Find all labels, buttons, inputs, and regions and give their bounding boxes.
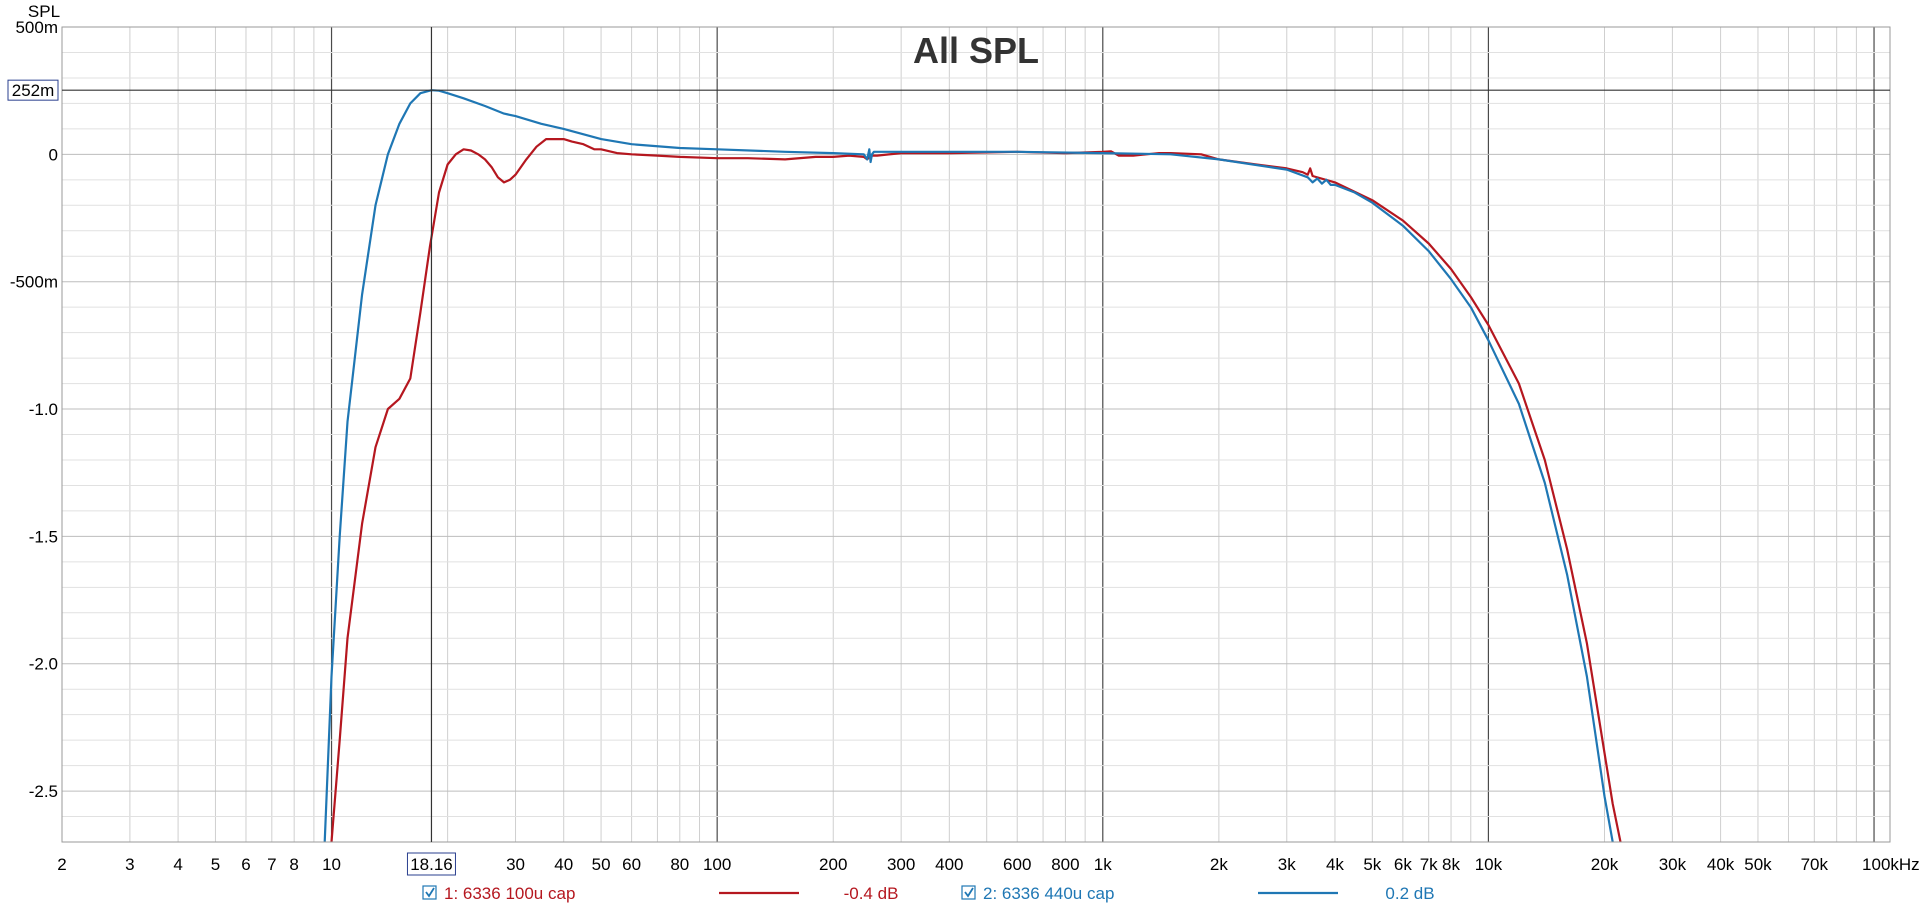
y-tick-label: -2.0 xyxy=(29,655,58,674)
series-1-checkbox[interactable] xyxy=(422,885,437,900)
x-tick-label: 40 xyxy=(554,855,573,874)
y-tick-label: -2.5 xyxy=(29,782,58,801)
series-1-value: -0.4 dB xyxy=(844,884,899,903)
x-tick-label: 3 xyxy=(125,855,134,874)
y-axis-ticks: 500m 0 -500m -1.0 -1.5 -2.0 -2.5 xyxy=(10,18,58,801)
x-tick-label: 300 xyxy=(887,855,915,874)
x-tick-label: 2 xyxy=(57,855,66,874)
y-tick-label: -500m xyxy=(10,273,58,292)
x-tick-label: 7k xyxy=(1420,855,1438,874)
x-tick-label: 3k xyxy=(1278,855,1296,874)
x-tick-label: 4k xyxy=(1326,855,1344,874)
x-tick-label: 5k xyxy=(1363,855,1381,874)
series-2-name: 2: 6336 440u cap xyxy=(983,884,1114,903)
x-tick-label: 100kHz xyxy=(1862,855,1920,874)
series-line-2 xyxy=(323,89,1614,842)
x-tick-label: 400 xyxy=(935,855,963,874)
x-tick-label: 10k xyxy=(1475,855,1503,874)
chart-title: All SPL xyxy=(913,30,1039,71)
x-tick-label: 40k xyxy=(1707,855,1735,874)
x-tick-label: 7 xyxy=(267,855,276,874)
y-tick-label: -1.5 xyxy=(29,527,58,546)
x-tick-label: 8 xyxy=(289,855,298,874)
x-axis-ticks: 2 3 4 5 6 7 8 10 30 40 50 60 80 100 200 300 400 600 800 1k 2… xyxy=(57,855,1919,874)
x-tick-label: 30k xyxy=(1659,855,1687,874)
x-tick-label: 50k xyxy=(1744,855,1772,874)
x-tick-label: 2k xyxy=(1210,855,1228,874)
series-group xyxy=(323,89,1622,842)
x-tick-label: 80 xyxy=(670,855,689,874)
cursor[interactable]: 252m 18.16 xyxy=(7,27,1890,876)
plot-area xyxy=(323,89,1622,842)
x-tick-label: 200 xyxy=(819,855,847,874)
check-icon xyxy=(964,887,974,898)
check-icon xyxy=(425,887,435,898)
x-tick-label: 1k xyxy=(1094,855,1112,874)
cursor-x-readout-box[interactable] xyxy=(406,852,456,876)
series-line-1 xyxy=(330,138,1622,842)
x-tick-label: 8k xyxy=(1442,855,1460,874)
y-axis-label: SPL xyxy=(28,2,60,21)
legend: 1: 6336 100u cap -0.4 dB 2: 6336 440u cap 0… xyxy=(422,884,1435,903)
y-tick-label: 500m xyxy=(15,18,58,37)
x-tick-label: 800 xyxy=(1051,855,1079,874)
plot-frame xyxy=(61,26,1891,843)
x-tick-label: 6 xyxy=(241,855,250,874)
x-tick-label: 600 xyxy=(1003,855,1031,874)
x-tick-label: 4 xyxy=(173,855,182,874)
y-tick-label: 0 xyxy=(49,145,58,164)
x-tick-label: 10 xyxy=(322,855,341,874)
x-tick-label: 6k xyxy=(1394,855,1412,874)
cursor-y-readout-box[interactable] xyxy=(7,79,59,101)
cursor-y-readout[interactable]: 252m xyxy=(12,81,55,100)
x-tick-label: 5 xyxy=(211,855,220,874)
x-tick-label: 60 xyxy=(622,855,641,874)
x-tick-label: 30 xyxy=(506,855,525,874)
series-2-checkbox[interactable] xyxy=(961,885,976,900)
x-tick-label: 50 xyxy=(592,855,611,874)
x-tick-label: 70k xyxy=(1801,855,1829,874)
grid xyxy=(61,26,1890,843)
series-1-name: 1: 6336 100u cap xyxy=(444,884,575,903)
cursor-x-readout[interactable]: 18.16 xyxy=(410,855,453,874)
x-tick-label: 100 xyxy=(703,855,731,874)
x-tick-label: 20k xyxy=(1591,855,1619,874)
series-2-value: 0.2 dB xyxy=(1385,884,1434,903)
y-tick-label: -1.0 xyxy=(29,400,58,419)
